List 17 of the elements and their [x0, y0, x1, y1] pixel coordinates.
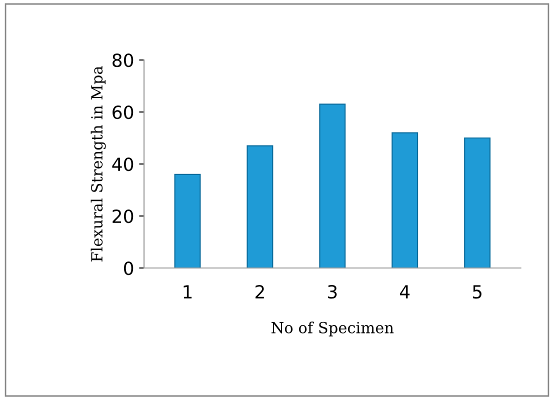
bar	[174, 174, 201, 268]
bar	[319, 104, 346, 268]
y-tick-label: 20	[112, 209, 134, 224]
y-tick-label: 0	[124, 261, 134, 276]
y-tick-label: 80	[112, 53, 134, 68]
x-tick-label: 4	[400, 285, 410, 298]
bar	[464, 137, 491, 268]
x-tick-label: 1	[184, 285, 192, 298]
y-axis-title: Flexural Strength in Mpa	[90, 66, 106, 262]
y-tick-label: 40	[112, 157, 134, 172]
y-tick-label: 60	[112, 105, 134, 120]
bar	[392, 132, 418, 268]
x-axis-title: No of Specimen	[272, 322, 394, 336]
x-tick-label: 2	[256, 284, 264, 298]
x-tick-label: 5	[472, 285, 482, 299]
bar	[246, 145, 274, 268]
x-tick-label: 3	[328, 284, 337, 299]
